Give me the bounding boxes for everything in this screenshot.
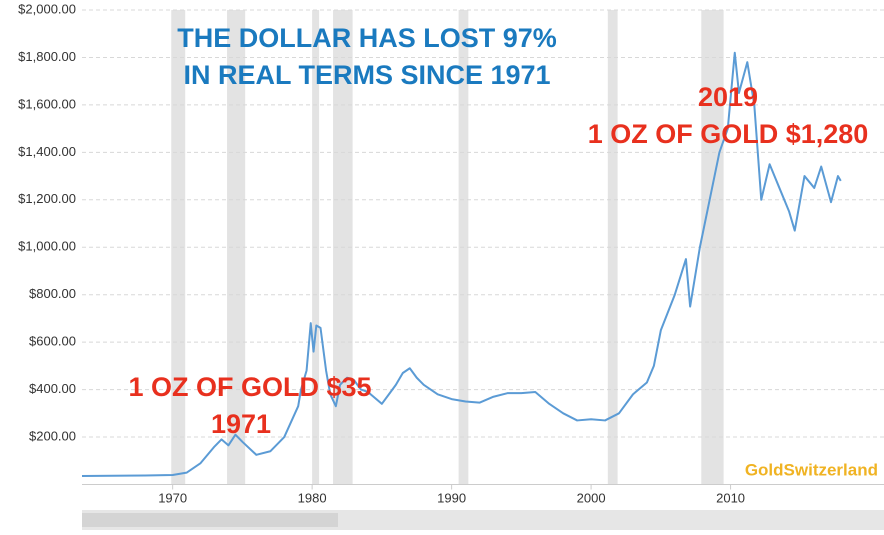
price-line — [81, 51, 842, 477]
y-tick-label: $2,000.00 — [18, 1, 76, 16]
y-tick-label: $1,600.00 — [18, 96, 76, 111]
annotation: 1971 — [211, 409, 271, 439]
y-tick-label: $1,400.00 — [18, 144, 76, 159]
navigator-window[interactable] — [82, 513, 338, 527]
y-tick-label: $400.00 — [29, 381, 76, 396]
y-tick-label: $800.00 — [29, 286, 76, 301]
x-tick-label: 1990 — [437, 490, 466, 505]
x-tick-label: 1980 — [298, 490, 327, 505]
x-tick-label: 2010 — [716, 490, 745, 505]
recession-band — [607, 10, 618, 485]
annotation: IN REAL TERMS SINCE 1971 — [183, 60, 550, 90]
y-tick-label: $1,200.00 — [18, 191, 76, 206]
watermark: GoldSwitzerland — [745, 460, 878, 479]
y-tick-label: $200.00 — [29, 428, 76, 443]
y-tick-label: $1,800.00 — [18, 49, 76, 64]
annotation: 2019 — [698, 82, 758, 112]
x-tick-label: 1970 — [158, 490, 187, 505]
annotation: 1 OZ OF GOLD $1,280 — [588, 119, 869, 149]
recession-band — [171, 10, 186, 485]
annotation: THE DOLLAR HAS LOST 97% — [177, 23, 557, 53]
annotation: 1 OZ OF GOLD $35 — [128, 372, 371, 402]
y-tick-label: $1,000.00 — [18, 239, 76, 254]
x-tick-label: 2000 — [577, 490, 606, 505]
y-tick-label: $600.00 — [29, 334, 76, 349]
